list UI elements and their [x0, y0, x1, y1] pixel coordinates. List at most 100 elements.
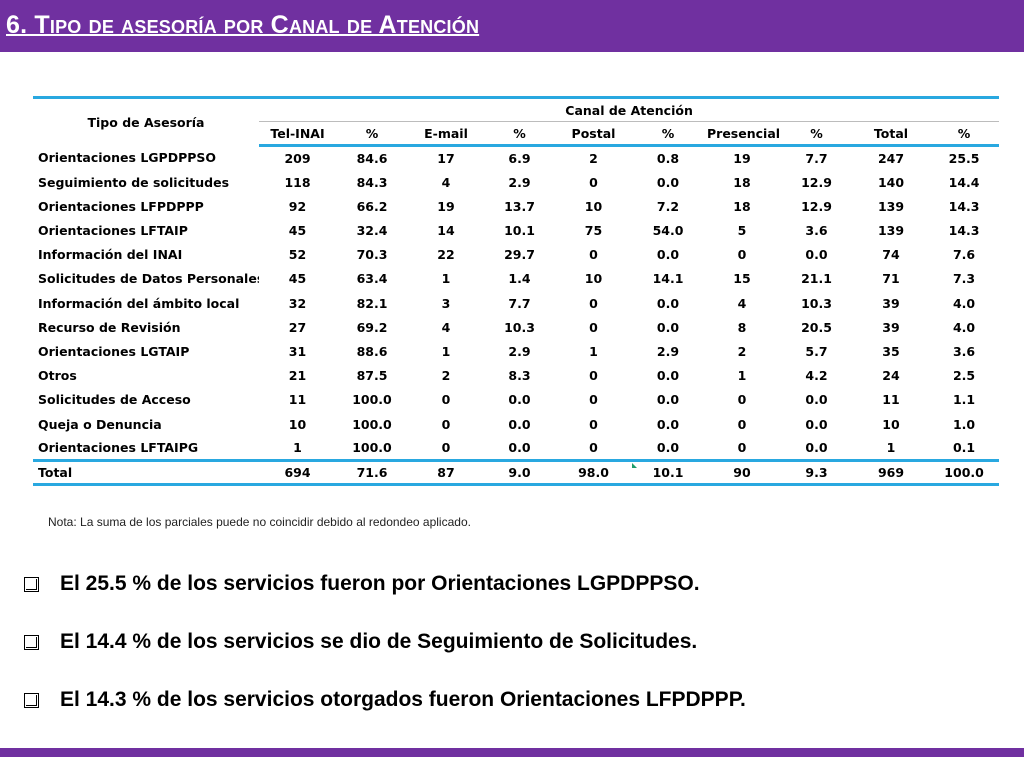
table-cell: 0.8 [656, 151, 680, 167]
table-cell: 5.7 [805, 343, 828, 359]
table-cell: 18 [733, 174, 751, 190]
table-cell: 0.0 [805, 392, 828, 408]
table-cell: 12.9 [801, 174, 832, 190]
table-cell: 2 [441, 368, 451, 384]
table-cell: 0.0 [656, 319, 680, 335]
table-row: Orientaciones LFPDPPP 92 66.2 19 13.7 10 7.2 18… [33, 194, 999, 218]
table-cell: 3.6 [805, 223, 828, 239]
table-cell: 29.7 [504, 247, 535, 263]
table-cell: 14.1 [652, 271, 684, 287]
table-cell: 7.2 [656, 198, 680, 214]
table-row: Orientaciones LGPDPPSO 209 84.6 17 6.9 2 0.8 19… [33, 146, 999, 170]
table-cell: 7.7 [508, 295, 531, 311]
total-cell: 87 [408, 458, 484, 487]
table-cell: 31 [288, 343, 307, 359]
bullet-text: El 14.4 % de los servicios se dio de Seg… [60, 630, 698, 653]
table-cell: 0 [737, 392, 747, 408]
table-cell: 54.0 [652, 223, 684, 239]
table-cell: 21.1 [801, 271, 832, 287]
column-header: % [780, 121, 853, 148]
table-cell: 2.9 [508, 174, 531, 190]
table-cell: 21 [288, 368, 307, 384]
column-header: E-mail [408, 121, 484, 148]
table-body: Orientaciones LGPDPPSO 209 84.6 17 6.9 2 0.8 19… [33, 146, 1000, 487]
table-cell: 22 [437, 247, 455, 263]
table-cell: 139 [877, 223, 905, 239]
table-cell: 14 [437, 223, 455, 239]
table-cell: 27 [288, 319, 307, 335]
table-cell: 3.6 [952, 343, 976, 359]
bullet-item-2: El 14.4 % de los servicios se dio de Seg… [20, 625, 697, 659]
table-row: Solicitudes de Acceso 11 100.0 0 0.0 0 0.0 0 0.0… [33, 388, 999, 412]
table-cell: 0.0 [508, 392, 531, 408]
total-cell: 98.0 [555, 458, 632, 487]
table-cell: 10 [882, 416, 900, 432]
table-cell: 0 [589, 439, 598, 455]
column-header: % [336, 121, 408, 148]
table-cell: 118 [284, 174, 311, 190]
table-cell: 13.7 [504, 198, 535, 214]
row-label: Información del INAI [38, 247, 183, 263]
table-row: Orientaciones LGTAIP 31 88.6 1 2.9 1 2.9 2 5.7 35… [33, 339, 999, 363]
table-cell: 1.1 [952, 392, 976, 408]
table-cell: 3 [441, 295, 451, 311]
table-cell: 71 [882, 271, 900, 287]
table-cell: 24 [882, 368, 900, 384]
table-cell: 7.6 [952, 247, 976, 263]
row-label: Orientaciones LFTAIP [38, 223, 188, 239]
table-cell: 0.0 [656, 295, 680, 311]
asesoria-table: Tipo de Asesoría Canal de Atención Tel-I… [33, 95, 1000, 487]
table-cell: 4 [737, 295, 747, 311]
table-cell: 82.1 [356, 295, 388, 311]
table-cell: 0 [737, 247, 747, 263]
row-label: Solicitudes de Acceso [38, 392, 191, 408]
table-cell: 0 [737, 439, 747, 455]
table-cell: 247 [877, 151, 905, 167]
table-cell: 75 [584, 223, 603, 239]
table-cell: 32 [288, 295, 307, 311]
asesoria-table-container: Tipo de Asesoría Canal de Atención Tel-I… [33, 95, 1000, 487]
table-cell: 0.0 [805, 247, 828, 263]
table-cell: 8 [737, 319, 747, 335]
table-cell: 0.0 [656, 416, 680, 432]
row-label: Información del ámbito local [38, 295, 240, 311]
table-cell: 25.5 [948, 151, 980, 167]
table-cell: 84.6 [356, 151, 388, 167]
checkbox-bullet-icon [24, 576, 39, 592]
column-header: Total [853, 121, 929, 148]
table-cell: 1.4 [508, 271, 531, 287]
table-cell: 4 [441, 174, 451, 190]
row-label: Otros [38, 368, 77, 384]
table-cell: 74 [882, 247, 900, 263]
table-cell: 88.6 [356, 343, 388, 359]
rounding-note: Nota: La suma de los parciales puede no … [48, 515, 471, 529]
table-cell: 14.3 [948, 223, 980, 239]
table-cell: 0 [441, 416, 451, 432]
total-cell: 9.3 [780, 458, 853, 487]
table-cell: 10.3 [801, 295, 832, 311]
table-cell: 10 [584, 198, 603, 214]
table-cell: 0.0 [656, 174, 680, 190]
tipo-asesoria-header: Tipo de Asesoría [33, 95, 259, 146]
slide-title: 6. Tipo de asesoría por Canal de Atenció… [6, 11, 480, 39]
table-cell: 0 [441, 392, 451, 408]
table-cell: 32.4 [356, 223, 388, 239]
table-cell: 12.9 [801, 198, 832, 214]
table-cell: 19 [437, 198, 455, 214]
row-label: Orientaciones LFPDPPP [38, 198, 204, 214]
canal-atencion-header: Canal de Atención [259, 95, 1000, 123]
table-cell: 5 [737, 223, 747, 239]
table-cell: 4.0 [952, 295, 976, 311]
table-cell: 52 [288, 247, 307, 263]
table-cell: 140 [877, 174, 905, 190]
table-cell: 92 [288, 198, 307, 214]
table-header-row-top: Tipo de Asesoría Canal de Atención [33, 95, 1000, 146]
table-cell: 0.0 [656, 368, 680, 384]
row-label: Queja o Denuncia [38, 416, 162, 432]
table-cell: 0 [589, 319, 598, 335]
table-cell: 45 [288, 223, 307, 239]
table-cell: 0.1 [952, 439, 976, 455]
table-header-row-columns: Tel-INAI% E-mail% Postal% Presencial% Total% [33, 121, 1000, 148]
table-cell: 10 [584, 271, 603, 287]
table-cell: 4 [441, 319, 451, 335]
